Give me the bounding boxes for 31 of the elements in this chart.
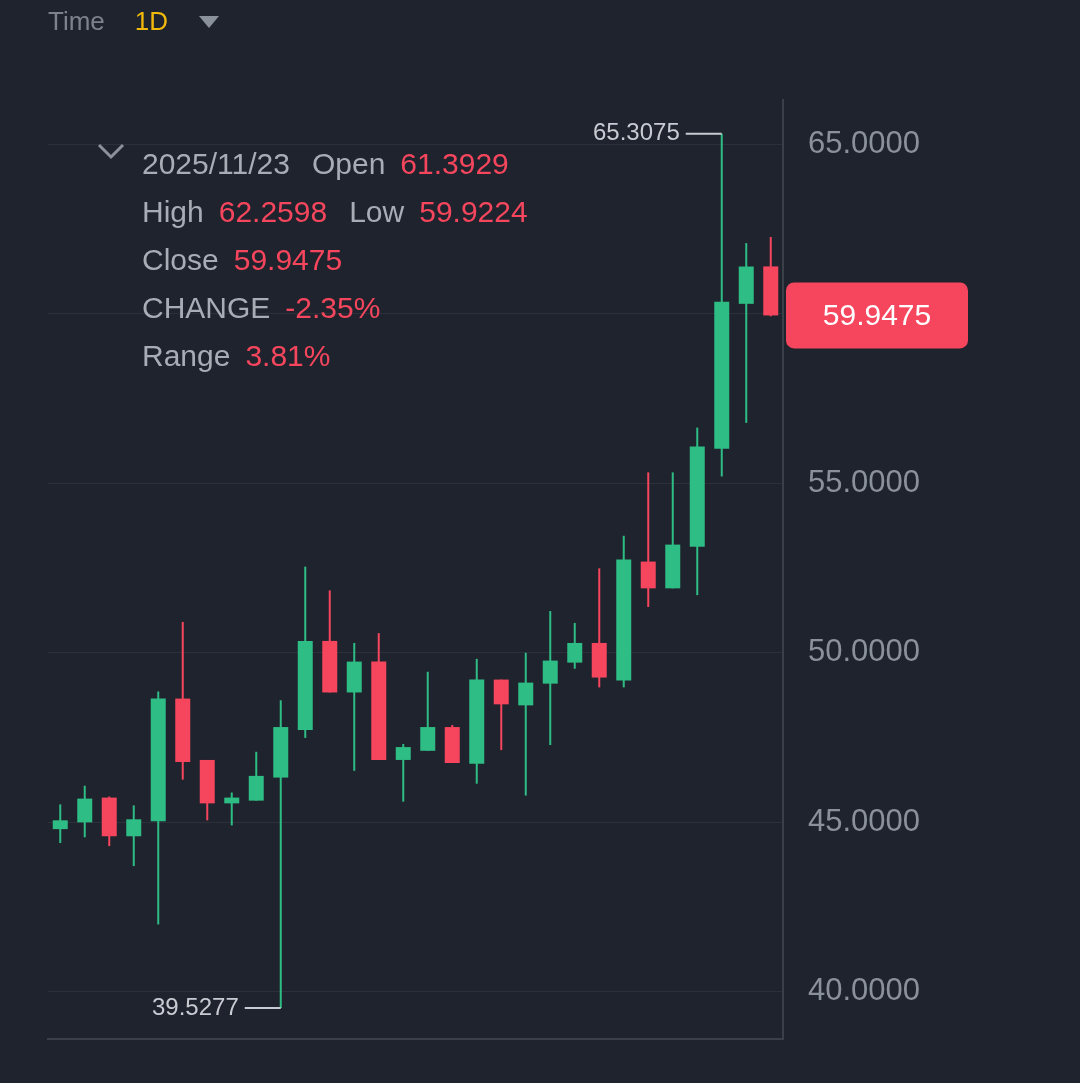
y-tick-label: 55.0000 <box>808 463 921 499</box>
y-tick-label: 50.0000 <box>808 633 921 669</box>
annotation: 65.3075 <box>592 118 680 146</box>
annotation: 61.3929 <box>400 146 509 182</box>
y-tick-label: 65.0000 <box>808 124 921 160</box>
text: 59.9475 <box>822 297 932 331</box>
text: 1D <box>134 6 169 37</box>
candlestick <box>52 803 68 845</box>
candlestick <box>77 784 93 839</box>
annotation: Range <box>142 339 231 372</box>
annotation: Close <box>142 243 219 276</box>
annotation: 59.9224 <box>419 194 528 230</box>
candlestick <box>518 651 534 797</box>
annotation: 3.81% <box>245 338 331 374</box>
annotation: Open <box>311 147 386 180</box>
y-tick-label: 45.0000 <box>808 802 921 838</box>
text: Time <box>48 6 105 37</box>
annotation: CHANGE <box>142 291 271 324</box>
annotation: Low <box>349 195 405 228</box>
candlestick <box>542 610 558 747</box>
y-tick-label: 40.0000 <box>808 972 921 1008</box>
annotation: 2025/11/23 <box>142 146 290 182</box>
annotation: -2.35% <box>285 290 381 326</box>
candlestick <box>395 743 411 803</box>
annotation: 39.5277 <box>151 992 239 1020</box>
annotation: 62.2598 <box>218 194 328 230</box>
annotation: 59.9475 <box>233 242 343 278</box>
annotation: High <box>142 195 204 228</box>
candlestick <box>420 670 436 752</box>
candlestick <box>567 621 583 670</box>
candlestick <box>126 804 142 868</box>
